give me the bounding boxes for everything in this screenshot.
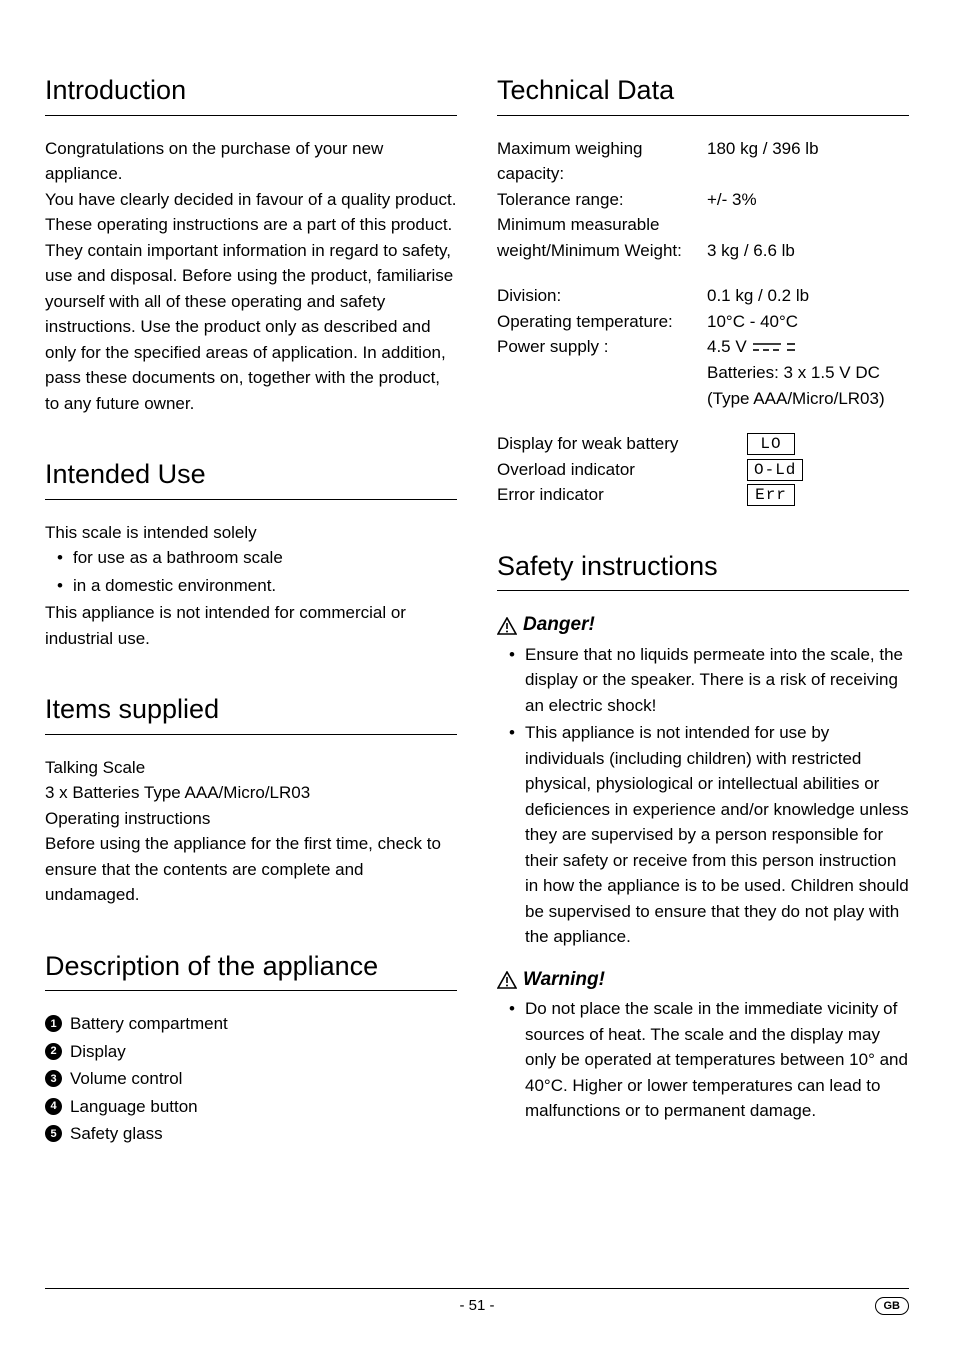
desc-item: 1 Battery compartment xyxy=(45,1011,457,1037)
section-description: Description of the appliance 1 Battery co… xyxy=(45,946,457,1147)
lcd-icon: LO xyxy=(747,433,795,455)
left-column: Introduction Congratulations on the purc… xyxy=(45,70,457,1185)
heading-description: Description of the appliance xyxy=(45,946,457,992)
num-badge-1: 1 xyxy=(45,1015,62,1032)
spec-row: Tolerance range: +/- 3% xyxy=(497,187,909,213)
intended-lead: This scale is intended solely xyxy=(45,520,457,546)
intended-bullets: for use as a bathroom scale in a domesti… xyxy=(45,545,457,598)
danger-bullet: This appliance is not intended for use b… xyxy=(509,720,909,950)
spec-row: Batteries: 3 x 1.5 V DC xyxy=(497,360,909,386)
desc-label: Safety glass xyxy=(70,1121,163,1147)
spacer xyxy=(497,263,909,283)
spec-label: Maximum weighing capacity: xyxy=(497,136,707,187)
desc-label: Volume control xyxy=(70,1066,182,1092)
spec-label: Power supply : xyxy=(497,334,707,360)
spec-row: Maximum weighing capacity: 180 kg / 396 … xyxy=(497,136,909,187)
danger-bullets: Ensure that no liquids permeate into the… xyxy=(497,642,909,950)
section-technical-data: Technical Data Maximum weighing capacity… xyxy=(497,70,909,508)
region-badge: GB xyxy=(875,1297,910,1316)
danger-bullet: Ensure that no liquids permeate into the… xyxy=(509,642,909,719)
heading-intended-use: Intended Use xyxy=(45,454,457,500)
spec-label-empty xyxy=(497,360,707,386)
intro-para-2: You have clearly decided in favour of a … xyxy=(45,187,457,417)
description-list: 1 Battery compartment 2 Display 3 Volume co… xyxy=(45,1011,457,1147)
spec-value: 3 kg / 6.6 lb xyxy=(707,238,909,264)
spec-value: 180 kg / 396 lb xyxy=(707,136,909,187)
spec-row: weight/Minimum Weight: 3 kg / 6.6 lb xyxy=(497,238,909,264)
num-badge-3: 3 xyxy=(45,1070,62,1087)
spec-value: 10°C - 40°C xyxy=(707,309,909,335)
indicator-row: Overload indicator O-Ld xyxy=(497,457,909,483)
spec-row: Operating temperature: 10°C - 40°C xyxy=(497,309,909,335)
spec-label-empty xyxy=(497,386,707,412)
spec-label: Operating temperature: xyxy=(497,309,707,335)
indicator-label: Display for weak battery xyxy=(497,431,747,457)
lcd-icon: O-Ld xyxy=(747,459,803,481)
num-badge-2: 2 xyxy=(45,1043,62,1060)
desc-item: 2 Display xyxy=(45,1039,457,1065)
spec-value: 0.1 kg / 0.2 lb xyxy=(707,283,909,309)
warning-bullets: Do not place the scale in the immediate … xyxy=(497,996,909,1124)
intro-para-1: Congratulations on the purchase of your … xyxy=(45,136,457,187)
spec-row: Division: 0.1 kg / 0.2 lb xyxy=(497,283,909,309)
section-introduction: Introduction Congratulations on the purc… xyxy=(45,70,457,416)
right-column: Technical Data Maximum weighing capacity… xyxy=(497,70,909,1185)
section-intended-use: Intended Use This scale is intended sole… xyxy=(45,454,457,651)
danger-label: Danger! xyxy=(523,611,595,640)
spec-label: Division: xyxy=(497,283,707,309)
warning-bullet: Do not place the scale in the immediate … xyxy=(509,996,909,1124)
power-voltage: 4.5 V xyxy=(707,337,747,356)
dc-symbol-icon xyxy=(751,335,797,361)
intended-bullet: for use as a bathroom scale xyxy=(57,545,457,571)
desc-label: Battery compartment xyxy=(70,1011,228,1037)
lcd-icon: Err xyxy=(747,484,795,506)
spec-value: (Type AAA/Micro/LR03) xyxy=(707,386,909,412)
items-line: 3 x Batteries Type AAA/Micro/LR03 xyxy=(45,780,457,806)
spacer xyxy=(497,952,909,966)
items-line: Talking Scale xyxy=(45,755,457,781)
desc-item: 5 Safety glass xyxy=(45,1121,457,1147)
indicator-row: Display for weak battery LO xyxy=(497,431,909,457)
spec-row: (Type AAA/Micro/LR03) xyxy=(497,386,909,412)
warning-triangle-icon xyxy=(497,971,517,989)
indicator-label: Error indicator xyxy=(497,482,747,508)
spec-value: +/- 3% xyxy=(707,187,909,213)
warning-subhead: Warning! xyxy=(497,966,909,995)
heading-safety: Safety instructions xyxy=(497,546,909,592)
desc-item: 4 Language button xyxy=(45,1094,457,1120)
heading-items-supplied: Items supplied xyxy=(45,689,457,735)
spacer xyxy=(497,411,909,431)
warning-label: Warning! xyxy=(523,966,605,995)
items-tail: Before using the appliance for the first… xyxy=(45,831,457,908)
indicator-row: Error indicator Err xyxy=(497,482,909,508)
spec-label: Tolerance range: xyxy=(497,187,707,213)
intended-bullet: in a domestic environment. xyxy=(57,573,457,599)
desc-label: Display xyxy=(70,1039,126,1065)
warning-triangle-icon xyxy=(497,617,517,635)
items-line: Operating instructions xyxy=(45,806,457,832)
page-number: - 51 - xyxy=(459,1295,494,1318)
num-badge-5: 5 xyxy=(45,1125,62,1142)
indicator-label: Overload indicator xyxy=(497,457,747,483)
desc-item: 3 Volume control xyxy=(45,1066,457,1092)
danger-subhead: Danger! xyxy=(497,611,909,640)
spec-value-power: 4.5 V xyxy=(707,334,909,360)
spec-min-line1: Minimum measurable xyxy=(497,212,909,238)
heading-technical-data: Technical Data xyxy=(497,70,909,116)
page-footer: - 51 - GB xyxy=(45,1288,909,1316)
section-safety: Safety instructions Danger! Ensure that … xyxy=(497,546,909,1124)
num-badge-4: 4 xyxy=(45,1098,62,1115)
spec-label: weight/Minimum Weight: xyxy=(497,238,707,264)
intended-tail: This appliance is not intended for comme… xyxy=(45,600,457,651)
desc-label: Language button xyxy=(70,1094,198,1120)
heading-introduction: Introduction xyxy=(45,70,457,116)
section-items-supplied: Items supplied Talking Scale 3 x Batteri… xyxy=(45,689,457,908)
spec-value: Batteries: 3 x 1.5 V DC xyxy=(707,360,909,386)
spec-row-power: Power supply : 4.5 V xyxy=(497,334,909,360)
